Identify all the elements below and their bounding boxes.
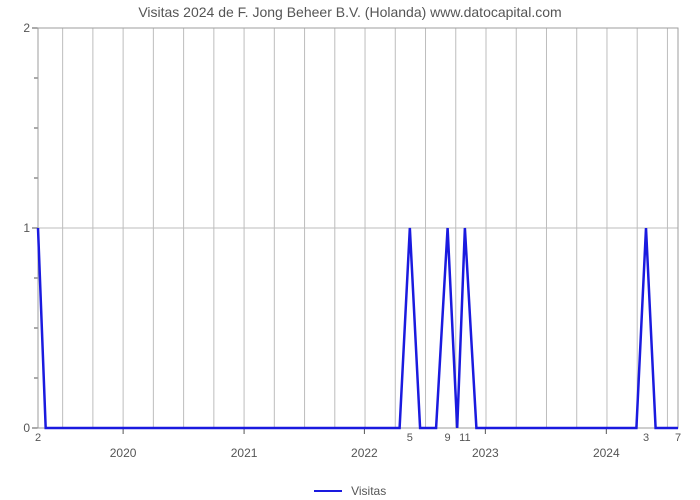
chart-svg <box>0 0 700 500</box>
chart-container: Visitas 2024 de F. Jong Beheer B.V. (Hol… <box>0 0 700 500</box>
legend-label: Visitas <box>351 484 386 498</box>
legend: Visitas <box>0 483 700 498</box>
legend-swatch <box>314 490 342 492</box>
